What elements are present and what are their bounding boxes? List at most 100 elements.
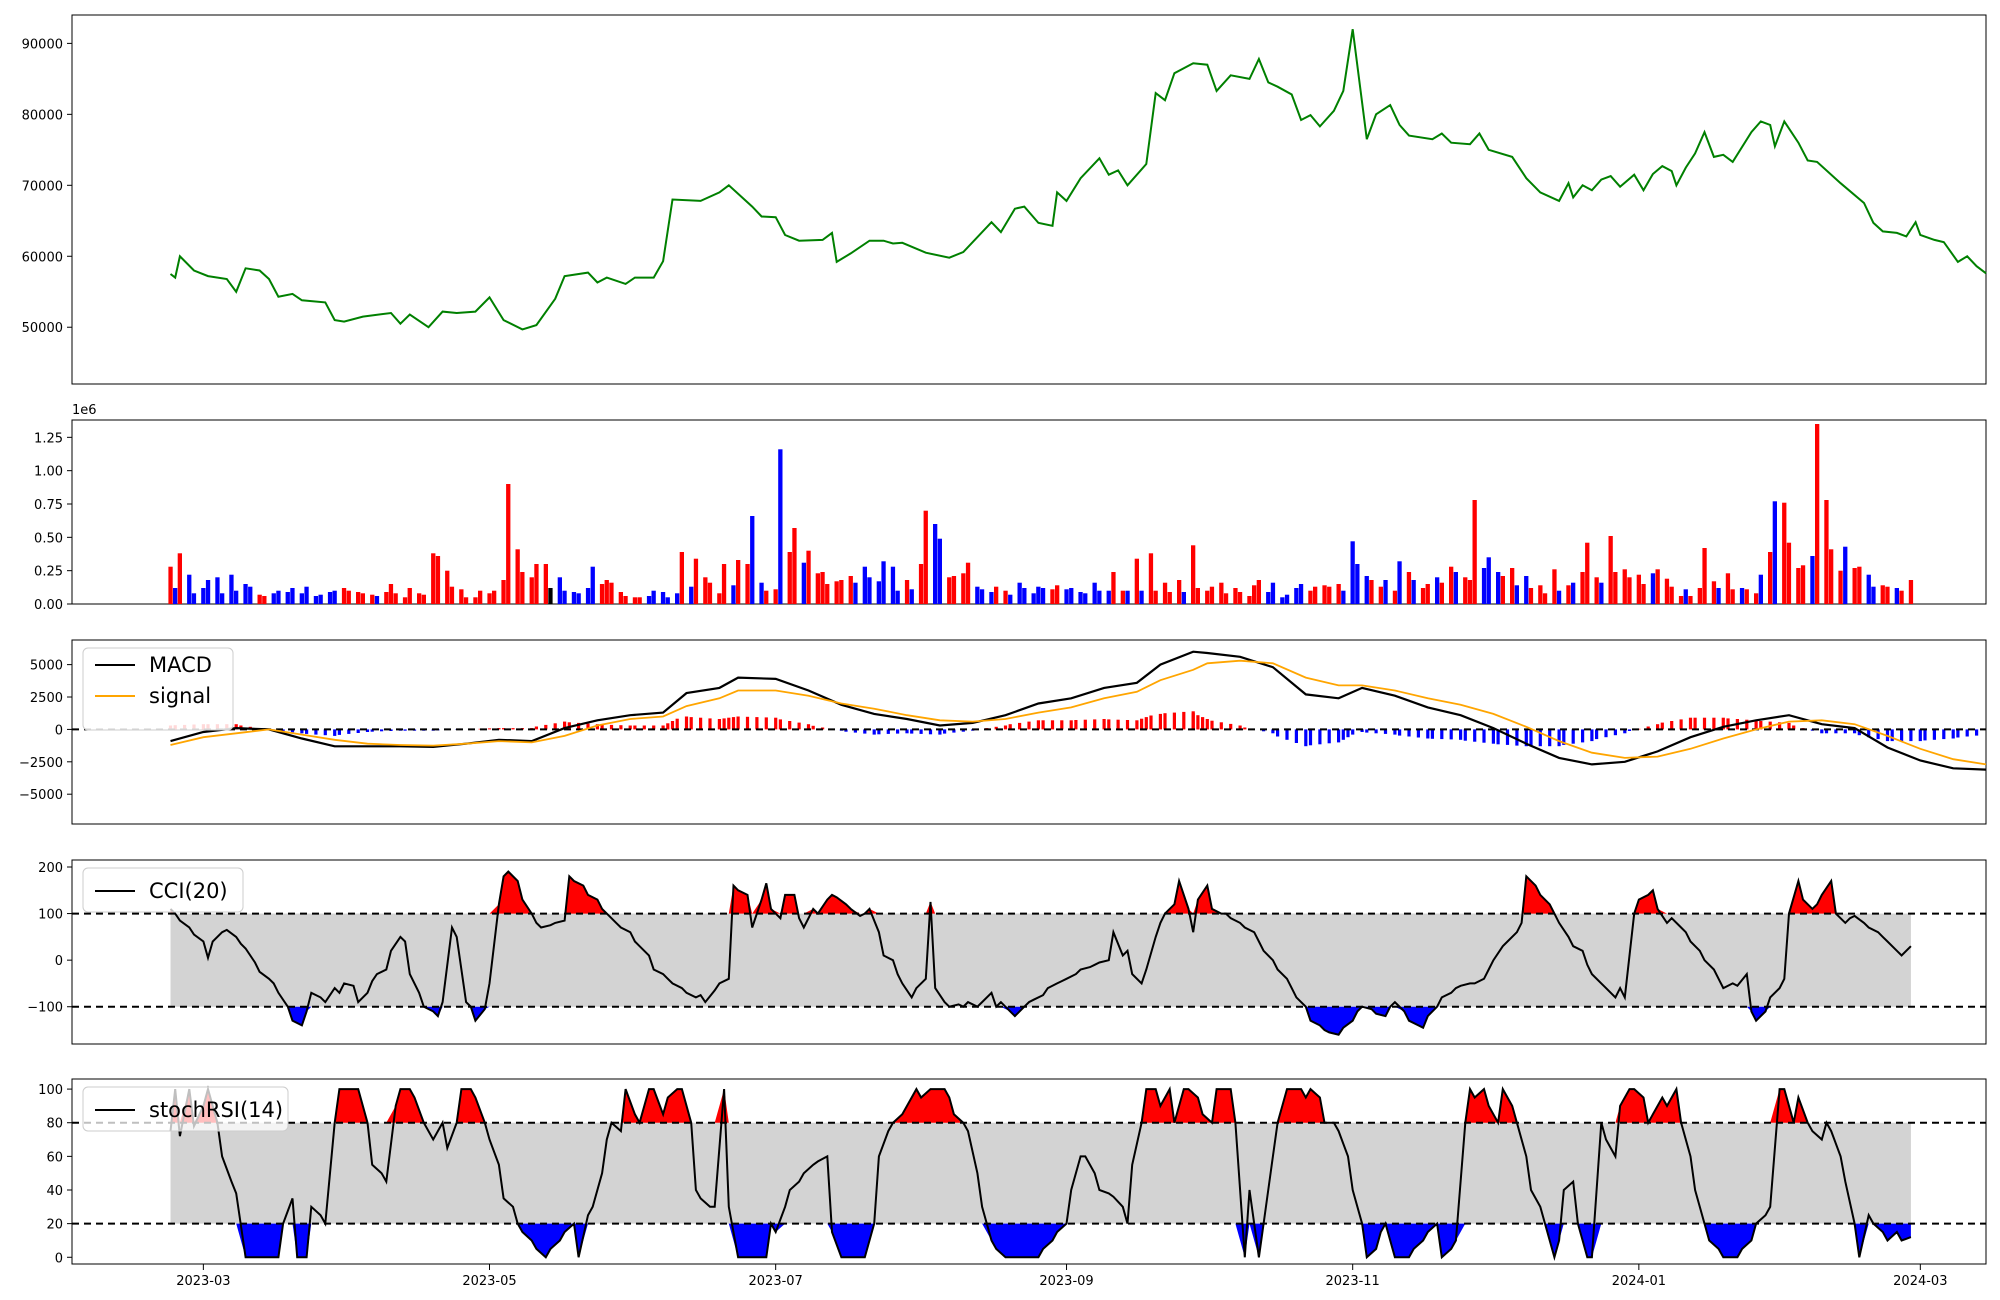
volume-bar xyxy=(1435,577,1440,604)
macd-histogram-bar xyxy=(1430,729,1434,739)
volume-bar xyxy=(1697,588,1702,604)
macd-histogram-bar xyxy=(1726,718,1730,730)
volume-bar xyxy=(736,560,741,604)
volume-bar xyxy=(1022,588,1027,604)
macd-histogram-bar xyxy=(670,721,675,730)
macd-histogram-bar xyxy=(628,725,632,730)
volume-bar xyxy=(1097,590,1102,604)
volume-bar xyxy=(1392,590,1398,604)
cci-overbought-fill xyxy=(170,871,1911,914)
volume-bar xyxy=(1148,553,1154,604)
macd-histogram-bar xyxy=(905,729,909,734)
volume-bar xyxy=(721,564,727,604)
volume-bar xyxy=(1139,590,1144,604)
macd-histogram-bar xyxy=(1745,719,1749,730)
volume-bar xyxy=(1641,584,1646,604)
macd-histogram-bar xyxy=(1360,729,1364,732)
macd-histogram-bar xyxy=(1595,729,1599,740)
macd-histogram-bar xyxy=(1951,729,1955,739)
volume-bar xyxy=(1008,594,1013,604)
volume-bar xyxy=(1195,588,1200,604)
volume-bar xyxy=(862,566,867,604)
macd-histogram-bar xyxy=(511,728,515,730)
macd-histogram-bar xyxy=(1205,719,1209,730)
macd-ytick-label: 5000 xyxy=(30,659,63,674)
macd-histogram-bar xyxy=(1308,729,1313,746)
volume-bar xyxy=(1580,572,1585,604)
volume-bar xyxy=(933,524,938,604)
macd-histogram-bar xyxy=(1276,729,1280,737)
volume-bar xyxy=(994,586,999,604)
volume-bar xyxy=(543,564,548,604)
volume-bar xyxy=(1003,590,1008,604)
macd-histogram-bar xyxy=(1688,717,1693,730)
macd-histogram-bar xyxy=(1341,729,1345,740)
volume-bar xyxy=(346,590,351,604)
volume-bar xyxy=(585,588,591,604)
volume-bar xyxy=(463,597,469,604)
volume-bar xyxy=(689,586,694,604)
volume-bar xyxy=(1782,502,1787,604)
price-line xyxy=(169,29,1987,331)
volume-bar xyxy=(590,566,595,604)
volume-bar xyxy=(431,553,436,604)
volume-bar xyxy=(1270,582,1276,604)
macd-histogram-bar xyxy=(305,729,309,734)
volume-bar xyxy=(1050,589,1055,604)
volume-bar xyxy=(637,597,642,604)
price-ytick-label: 70000 xyxy=(22,179,63,194)
volume-bar xyxy=(815,573,820,604)
volume-bar xyxy=(1406,572,1412,604)
macd-histogram-bar xyxy=(1529,729,1533,747)
volume-bar xyxy=(853,582,858,604)
volume-bar xyxy=(989,592,994,604)
volume-bar xyxy=(234,590,239,604)
volume-bar xyxy=(492,590,497,604)
cci-ytick-label: 200 xyxy=(38,861,63,876)
volume-ytick-label: 0.25 xyxy=(34,565,63,580)
stoch-rsi-ytick-label: 20 xyxy=(46,1218,63,1233)
macd-histogram-bar xyxy=(1975,729,1979,736)
volume-bar xyxy=(1702,548,1707,604)
volume-bar xyxy=(1725,573,1731,604)
volume-bar xyxy=(675,593,680,604)
macd-histogram-bar xyxy=(314,729,318,735)
macd-histogram-bar xyxy=(1721,717,1725,730)
macd-histogram-bar xyxy=(1135,720,1139,730)
volume-bar xyxy=(1885,586,1890,604)
macd-histogram-bar xyxy=(675,718,679,730)
macd-histogram-bar xyxy=(1604,729,1608,738)
volume-bar xyxy=(731,585,736,604)
macd-histogram-bar xyxy=(1426,729,1430,739)
cci-legend-box xyxy=(82,867,244,913)
macd-histogram-bar xyxy=(1491,729,1495,744)
macd-histogram-bar xyxy=(619,725,623,730)
signal-line xyxy=(170,659,1987,766)
volume-bar xyxy=(1383,580,1388,604)
volume-bar xyxy=(1688,596,1693,604)
price-ytick-label: 50000 xyxy=(22,321,63,336)
macd-histogram-bar xyxy=(600,724,604,730)
volume-bar xyxy=(703,577,708,604)
stoch-rsi-frame xyxy=(71,1078,1987,1265)
volume-bar xyxy=(1284,594,1290,604)
volume-bar xyxy=(1500,576,1505,604)
macd-histogram-bar xyxy=(666,723,670,730)
macd-histogram-bar xyxy=(774,717,778,730)
volume-bar xyxy=(1744,589,1749,604)
macd-histogram-bar xyxy=(863,729,867,734)
macd-histogram-bar xyxy=(1229,723,1233,730)
macd-histogram-bar xyxy=(1304,729,1308,747)
cci-frame xyxy=(71,859,1987,1045)
macd-legend-label: signal xyxy=(149,684,211,708)
volume-bar xyxy=(1711,581,1717,604)
volume-bar xyxy=(262,596,267,604)
volume-bar xyxy=(1510,568,1515,604)
macd-histogram-bar xyxy=(1050,720,1055,730)
volume-bar xyxy=(1369,580,1374,604)
macd-histogram-bar xyxy=(234,724,238,730)
volume-bar xyxy=(1467,580,1473,604)
volume-bar xyxy=(1411,580,1416,604)
macd-histogram-bar xyxy=(337,729,341,735)
